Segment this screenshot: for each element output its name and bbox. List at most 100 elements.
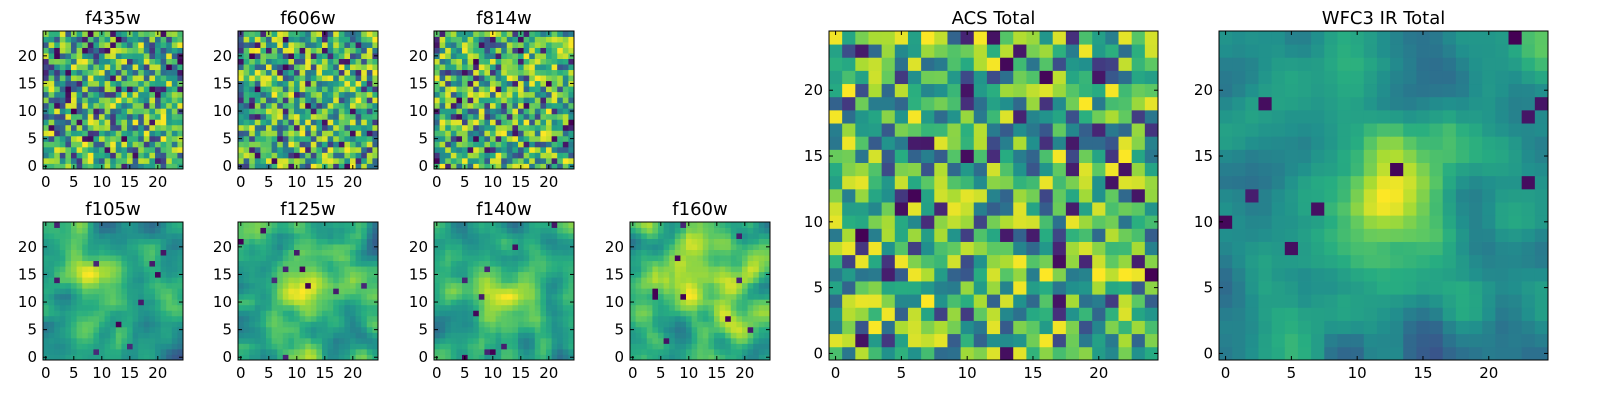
heatmap-cell — [450, 249, 457, 256]
heatmap-cell — [350, 91, 356, 98]
heatmap-cell — [372, 249, 379, 256]
heatmap-cell — [322, 293, 328, 300]
heatmap-cell — [282, 152, 289, 159]
heatmap-cell — [478, 80, 485, 87]
heatmap-cell — [557, 124, 564, 131]
heatmap-cell — [76, 304, 83, 311]
heatmap-cell — [456, 332, 463, 339]
heatmap-cell — [501, 326, 508, 333]
heatmap-cell — [518, 36, 524, 43]
heatmap-cell — [277, 141, 284, 148]
heatmap-cell — [691, 293, 698, 300]
heatmap-cell — [546, 260, 552, 267]
heatmap-cell — [305, 69, 312, 76]
heatmap-cell — [1065, 320, 1080, 335]
heatmap-cell — [87, 321, 94, 328]
heatmap-cell — [99, 260, 105, 267]
heatmap-cell — [310, 108, 317, 115]
heatmap-cell — [322, 249, 328, 256]
heatmap-cell — [445, 310, 452, 317]
heatmap-cell — [59, 53, 66, 59]
heatmap-cell — [947, 228, 961, 242]
heatmap-cell — [143, 69, 150, 76]
heatmap-cell — [546, 130, 552, 137]
heatmap-cell — [1065, 333, 1080, 348]
heatmap-cell — [512, 69, 519, 76]
heatmap-cell — [254, 113, 261, 120]
heatmap-cell — [160, 233, 167, 239]
heatmap-cell — [1118, 307, 1133, 321]
heatmap-cell — [104, 277, 111, 284]
heatmap-cell — [551, 304, 558, 311]
heatmap-cell — [439, 36, 446, 43]
heatmap-cell — [82, 113, 89, 120]
heatmap-cell — [48, 354, 55, 361]
heatmap-cell — [1092, 346, 1106, 361]
heatmap-cell — [350, 47, 356, 54]
heatmap-cell — [361, 288, 368, 295]
heatmap-cell — [76, 146, 83, 153]
heatmap-cell — [478, 337, 485, 344]
heatmap-cell — [518, 249, 524, 256]
heatmap-cell — [630, 260, 636, 267]
heatmap-cell — [54, 282, 61, 289]
heatmap-cell — [686, 277, 692, 284]
heatmap-cell — [65, 91, 72, 98]
heatmap-cell — [568, 332, 575, 339]
heatmap-cell — [484, 277, 491, 284]
heatmap-cell — [344, 266, 351, 273]
heatmap-cell — [59, 64, 66, 71]
heatmap-cell — [48, 244, 55, 250]
heatmap-cell — [986, 320, 1001, 335]
heatmap-cell — [366, 102, 373, 109]
heatmap-cell — [99, 244, 105, 250]
heatmap-cell — [350, 321, 356, 328]
heatmap-cell — [540, 152, 547, 159]
heatmap-cell — [171, 86, 178, 93]
heatmap-cell — [473, 354, 480, 361]
heatmap-cell — [71, 108, 77, 115]
heatmap-cell — [310, 266, 317, 273]
heatmap-cell — [132, 304, 139, 311]
heatmap-cell — [288, 108, 295, 115]
heatmap-cell — [260, 119, 267, 126]
heatmap-cell — [686, 238, 692, 245]
heatmap-cell — [143, 141, 150, 148]
heatmap-cell — [478, 58, 485, 65]
heatmap-cell — [467, 348, 474, 355]
heatmap-cell — [43, 36, 49, 43]
heatmap-cell — [65, 238, 72, 245]
heatmap-cell — [160, 69, 167, 76]
heatmap-cell — [462, 249, 468, 256]
x-tick-label: 15 — [707, 364, 726, 382]
heatmap-cell — [697, 277, 704, 284]
heatmap-cell — [529, 326, 536, 333]
heatmap-cell — [529, 53, 536, 59]
heatmap-cell — [333, 304, 340, 311]
heatmap-cell — [104, 102, 111, 109]
heatmap-cell — [299, 64, 306, 71]
heatmap-cell — [764, 348, 771, 355]
heatmap-cell — [1105, 202, 1119, 216]
heatmap-cell — [76, 260, 83, 267]
heatmap-cell — [160, 255, 167, 262]
heatmap-cell — [495, 332, 502, 339]
heatmap-cell — [299, 91, 306, 98]
heatmap-cell — [1118, 281, 1133, 295]
heatmap-cell — [266, 326, 272, 333]
heatmap-cell — [518, 75, 524, 82]
heatmap-cell — [115, 146, 122, 153]
heatmap-cell — [277, 293, 284, 300]
heatmap-cell — [641, 233, 648, 239]
heatmap-cell — [495, 163, 502, 170]
heatmap-cell — [294, 102, 300, 109]
heatmap-cell — [842, 346, 856, 361]
heatmap-cell — [132, 266, 139, 273]
heatmap-cell — [288, 80, 295, 87]
heatmap-cell — [652, 293, 659, 300]
heatmap-cell — [177, 36, 184, 43]
heatmap-cell — [1118, 188, 1133, 203]
heatmap-cell — [456, 326, 463, 333]
heatmap-cell — [277, 310, 284, 317]
heatmap-cell — [495, 157, 502, 164]
